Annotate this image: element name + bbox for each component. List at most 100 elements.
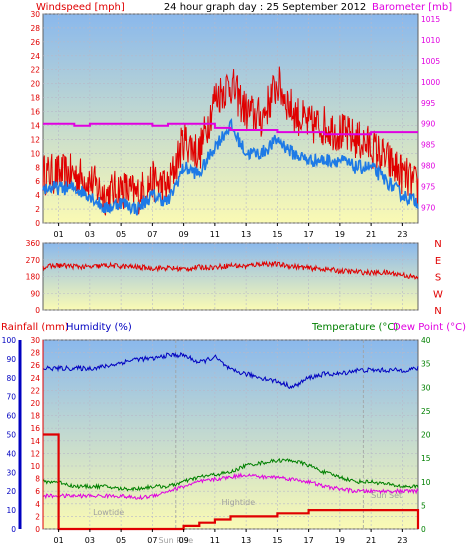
y-tick-label: 15 xyxy=(421,454,431,463)
y-tick-label: 30 xyxy=(421,383,431,392)
y-tick-label: 4 xyxy=(35,500,40,509)
y-tick-label: 0 xyxy=(35,306,40,315)
y-tick-label: 980 xyxy=(421,162,436,171)
x-tick-label: 17 xyxy=(304,230,314,239)
y-tick-label: 975 xyxy=(421,182,436,191)
dewpoint-axis-title: Dew Point (°C) xyxy=(393,322,466,333)
y-tick-label: 22 xyxy=(30,386,40,395)
y-tick-label: 12 xyxy=(30,449,40,458)
y-tick-label: 90 xyxy=(6,355,16,364)
graph-title: 24 hour graph day : 25 September 2012 xyxy=(164,2,366,13)
y-tick-label: 25 xyxy=(421,407,431,416)
temperature-axis-title: Temperature (°C) xyxy=(311,322,398,333)
annotation-label: Hightide xyxy=(221,498,255,507)
y-tick-label: 5 xyxy=(421,501,426,510)
x-tick-label: 23 xyxy=(397,536,407,545)
y-tick-label: 995 xyxy=(421,99,436,108)
y-tick-label: 18 xyxy=(30,412,40,421)
humidity-axis-title: Humidity (%) xyxy=(66,322,132,333)
y-tick-label: 1005 xyxy=(421,57,440,66)
wind-x-axis: 01 03 05 07 09 11 13 15 17 19 21 23 xyxy=(54,223,407,239)
x-tick-label: 13 xyxy=(241,230,251,239)
y-tick-label: 14 xyxy=(30,121,40,130)
y-tick-label: 990 xyxy=(421,120,436,129)
y-tick-label: 1010 xyxy=(421,36,440,45)
y-tick-label: 100 xyxy=(2,336,17,345)
y-tick-label: 18 xyxy=(30,94,40,103)
x-tick-label: 13 xyxy=(241,536,251,545)
x-tick-label: 19 xyxy=(335,536,345,545)
y-tick-label: 0 xyxy=(35,219,40,228)
x-tick-label: 11 xyxy=(210,536,220,545)
humidity-line xyxy=(42,351,419,389)
y-tick-label: 35 xyxy=(421,360,431,369)
y-tick-label: 6 xyxy=(35,177,40,186)
y-tick-label: 22 xyxy=(30,66,40,75)
y-tick-label: 20 xyxy=(30,399,40,408)
x-tick-label: 03 xyxy=(85,230,95,239)
wind-direction-line xyxy=(42,260,419,280)
direction-grid xyxy=(43,242,418,311)
y-tick-label: 40 xyxy=(421,336,431,345)
x-tick-label: 11 xyxy=(210,230,220,239)
y-tick-label: 0 xyxy=(11,525,16,534)
y-tick-label: 1000 xyxy=(421,78,440,87)
y-tick-label: 90 xyxy=(30,289,40,298)
wind-axis-right: 970 975 980 985 990 995 1000 1005 1010 1015 xyxy=(421,15,440,212)
temp-axis-right: 0 5 10 15 20 25 30 35 40 xyxy=(421,336,431,534)
x-tick-label: 17 xyxy=(304,536,314,545)
y-tick-label: 2 xyxy=(35,512,40,521)
barometer-axis-title: Barometer [mb] xyxy=(372,2,452,13)
x-tick-label: 15 xyxy=(272,536,282,545)
y-tick-label: 14 xyxy=(30,437,40,446)
x-tick-label: 01 xyxy=(54,536,64,545)
x-tick-label: 03 xyxy=(85,536,95,545)
y-tick-label: 80 xyxy=(6,374,16,383)
windspeed-line xyxy=(42,118,419,216)
y-tick-label: 24 xyxy=(30,52,40,61)
x-tick-label: 19 xyxy=(335,230,345,239)
x-tick-label: 21 xyxy=(366,230,376,239)
x-tick-label: 21 xyxy=(366,536,376,545)
y-tick-label: 8 xyxy=(35,163,40,172)
y-tick-label: 10 xyxy=(421,478,431,487)
y-tick-label: 2 xyxy=(35,205,40,214)
y-tick-label: 180 xyxy=(26,273,41,282)
y-tick-label: 20 xyxy=(30,80,40,89)
y-tick-label: 270 xyxy=(26,256,41,265)
y-tick-label: 360 xyxy=(26,239,41,248)
x-tick-label: 07 xyxy=(147,536,157,545)
y-tick-label: 10 xyxy=(30,149,40,158)
compass-label: W xyxy=(433,289,443,300)
y-tick-label: 26 xyxy=(30,38,40,47)
y-tick-label: 20 xyxy=(6,487,16,496)
x-tick-label: 05 xyxy=(116,536,126,545)
y-tick-label: 30 xyxy=(30,10,40,19)
y-tick-label: 50 xyxy=(6,431,16,440)
x-tick-label: 09 xyxy=(179,230,189,239)
x-tick-label: 01 xyxy=(54,230,64,239)
annotation-label: Sun Rise xyxy=(158,536,193,545)
y-tick-label: 16 xyxy=(30,424,40,433)
compass-label: E xyxy=(435,256,441,267)
rainfall-axis-title: Rainfall (mm) xyxy=(1,322,69,333)
y-tick-label: 4 xyxy=(35,191,40,200)
y-tick-label: 6 xyxy=(35,487,40,496)
y-tick-label: 8 xyxy=(35,475,40,484)
rainfall-line xyxy=(43,433,420,531)
y-tick-label: 40 xyxy=(6,449,16,458)
annotation-label: Sun Set xyxy=(371,491,402,500)
x-tick-label: 05 xyxy=(116,230,126,239)
barometer-line xyxy=(43,122,418,136)
y-tick-label: 70 xyxy=(6,393,16,402)
y-tick-label: 0 xyxy=(35,525,40,534)
compass-label: N xyxy=(434,239,441,250)
compass-label: S xyxy=(435,273,441,284)
y-tick-label: 10 xyxy=(6,506,16,515)
y-tick-label: 24 xyxy=(30,374,40,383)
